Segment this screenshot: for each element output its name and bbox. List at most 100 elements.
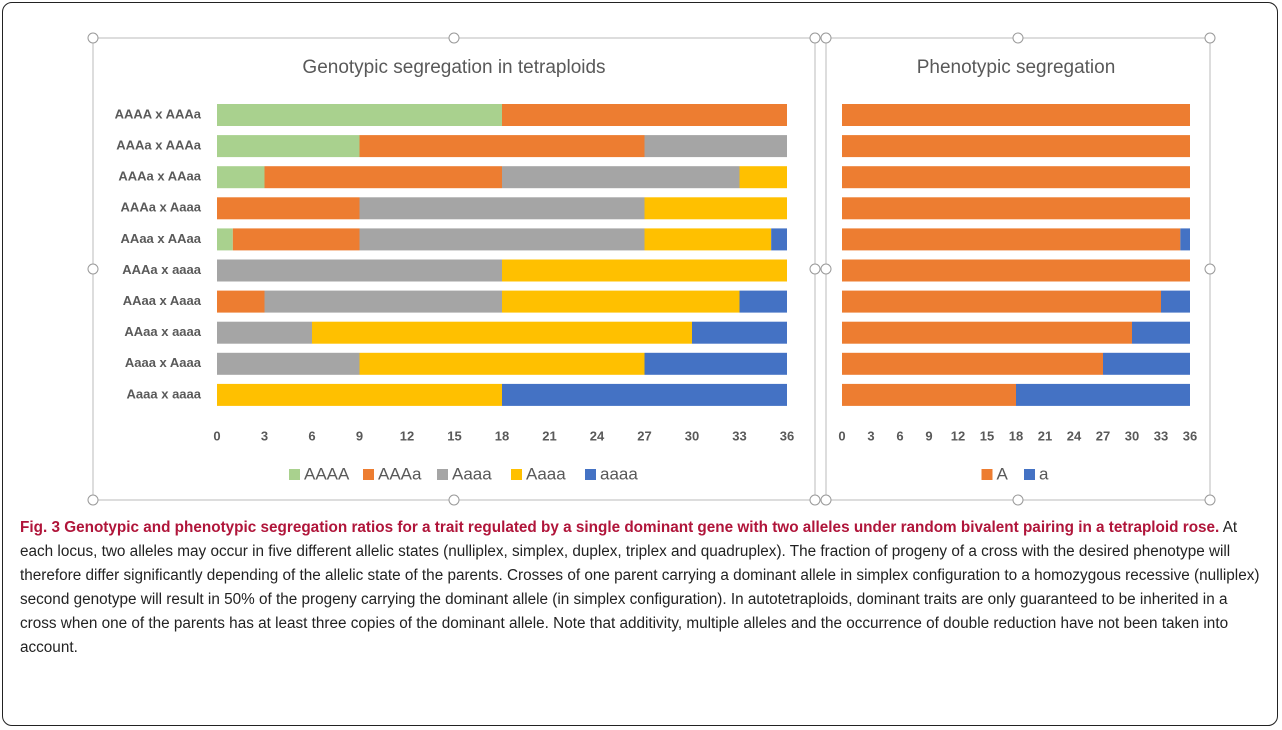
legend-label: Aaaa xyxy=(452,464,492,483)
bar-segment xyxy=(217,321,312,344)
bar-segment xyxy=(842,321,1132,344)
handles xyxy=(87,32,1216,506)
x-tick-label: 33 xyxy=(1154,428,1168,443)
bar-segment xyxy=(502,104,787,126)
x-tick-label: 18 xyxy=(1009,428,1023,443)
x-tick-label: 9 xyxy=(356,428,363,443)
bar-segment xyxy=(644,352,787,375)
y-tick-label: AAAa x aaaa xyxy=(122,262,202,277)
x-tick-label: 36 xyxy=(780,428,794,443)
bar-segment xyxy=(1161,290,1190,313)
bar-segment xyxy=(502,290,740,313)
y-tick-label: AAaa x Aaaa xyxy=(123,293,202,308)
y-tick-label: AAAa x AAaa xyxy=(118,169,201,184)
x-tick-label: 6 xyxy=(896,428,903,443)
x-tick-label: 18 xyxy=(495,428,509,443)
y-tick-label: Aaaa x aaaa xyxy=(127,386,202,401)
bar-segment xyxy=(842,104,1190,126)
bar-segment xyxy=(359,135,645,158)
bar-segment xyxy=(502,166,740,189)
bar-segment xyxy=(842,135,1190,158)
x-tick-label: 27 xyxy=(1096,428,1110,443)
y-tick-label: AAaa x aaaa xyxy=(124,324,201,339)
bar-segment xyxy=(842,197,1190,220)
legend-swatch xyxy=(1024,469,1035,480)
caption-text: At each locus, two alleles may occur in … xyxy=(20,519,1260,656)
legend-swatch xyxy=(585,469,596,480)
bar-segment xyxy=(771,228,787,251)
x-tick-label: 30 xyxy=(1125,428,1139,443)
caption: Fig. 3 Genotypic and phenotypic segregat… xyxy=(20,516,1265,660)
bar-segment xyxy=(739,166,787,189)
x-tick-label: 27 xyxy=(637,428,651,443)
bar-segment xyxy=(312,321,692,344)
x-tick-label: 33 xyxy=(732,428,746,443)
bar-segment xyxy=(842,290,1161,313)
y-tick-label: AAAA x AAAa xyxy=(115,106,202,121)
bar-segment xyxy=(502,259,787,282)
bar-segment xyxy=(1103,352,1190,375)
x-tick-label: 21 xyxy=(542,428,556,443)
bar-segment xyxy=(739,290,787,313)
bar-segment xyxy=(217,166,265,189)
chart-title: Genotypic segregation in tetraploids xyxy=(302,57,605,78)
bar-segment xyxy=(217,352,360,375)
bar-segment xyxy=(1132,321,1190,344)
chart-title: Phenotypic segregation xyxy=(917,57,1116,78)
legend-label: A xyxy=(997,464,1009,483)
bar-segment xyxy=(842,228,1181,251)
bar-segment xyxy=(217,259,502,282)
legend-swatch xyxy=(511,469,522,480)
bar-segment xyxy=(217,228,233,251)
x-tick-label: 30 xyxy=(685,428,699,443)
legend-swatch xyxy=(981,469,993,480)
legend-label: a xyxy=(1039,464,1049,483)
x-tick-label: 3 xyxy=(867,428,874,443)
x-tick-label: 9 xyxy=(925,428,932,443)
x-tick-label: 0 xyxy=(213,428,220,443)
bar-segment xyxy=(217,104,502,126)
bar-segment xyxy=(502,383,787,406)
bar-segment xyxy=(842,259,1190,282)
x-tick-label: 12 xyxy=(400,428,414,443)
bar-segment xyxy=(359,228,645,251)
x-tick-label: 6 xyxy=(308,428,315,443)
bar-segment xyxy=(842,383,1016,406)
bar-segment xyxy=(644,228,772,251)
legend-label: Aaaa xyxy=(526,464,566,483)
bar-segment xyxy=(1180,228,1190,251)
x-tick-label: 36 xyxy=(1183,428,1197,443)
y-tick-label: AAaa x AAaa xyxy=(121,231,202,246)
x-tick-label: 0 xyxy=(838,428,845,443)
x-tick-label: 12 xyxy=(951,428,965,443)
x-tick-label: 24 xyxy=(590,428,605,443)
bar-segment xyxy=(264,166,502,189)
legend-label: aaaa xyxy=(600,464,638,483)
y-tick-label: AAAa x AAAa xyxy=(116,138,202,153)
legend-label: AAAA xyxy=(304,464,350,483)
caption-title: Fig. 3 Genotypic and phenotypic segregat… xyxy=(20,519,1220,536)
bar-segment xyxy=(217,290,265,313)
legend-swatch xyxy=(363,469,374,480)
y-tick-label: AAAa x Aaaa xyxy=(121,200,202,215)
x-tick-label: 21 xyxy=(1038,428,1052,443)
bar-segment xyxy=(359,197,645,220)
bar-segment xyxy=(217,135,360,158)
legend-label: AAAa xyxy=(378,464,422,483)
bar-segment xyxy=(842,166,1190,189)
bar-segment xyxy=(644,135,787,158)
legend-swatch xyxy=(289,469,300,480)
bar-segment xyxy=(1016,383,1190,406)
x-tick-label: 3 xyxy=(261,428,268,443)
x-tick-label: 15 xyxy=(980,428,994,443)
legend-swatch xyxy=(437,469,448,480)
bar-segment xyxy=(692,321,787,344)
bar-segment xyxy=(264,290,502,313)
bar-segment xyxy=(359,352,645,375)
bar-segment xyxy=(842,352,1103,375)
x-tick-label: 24 xyxy=(1067,428,1082,443)
bar-segment xyxy=(644,197,787,220)
bar-segment xyxy=(217,197,360,220)
